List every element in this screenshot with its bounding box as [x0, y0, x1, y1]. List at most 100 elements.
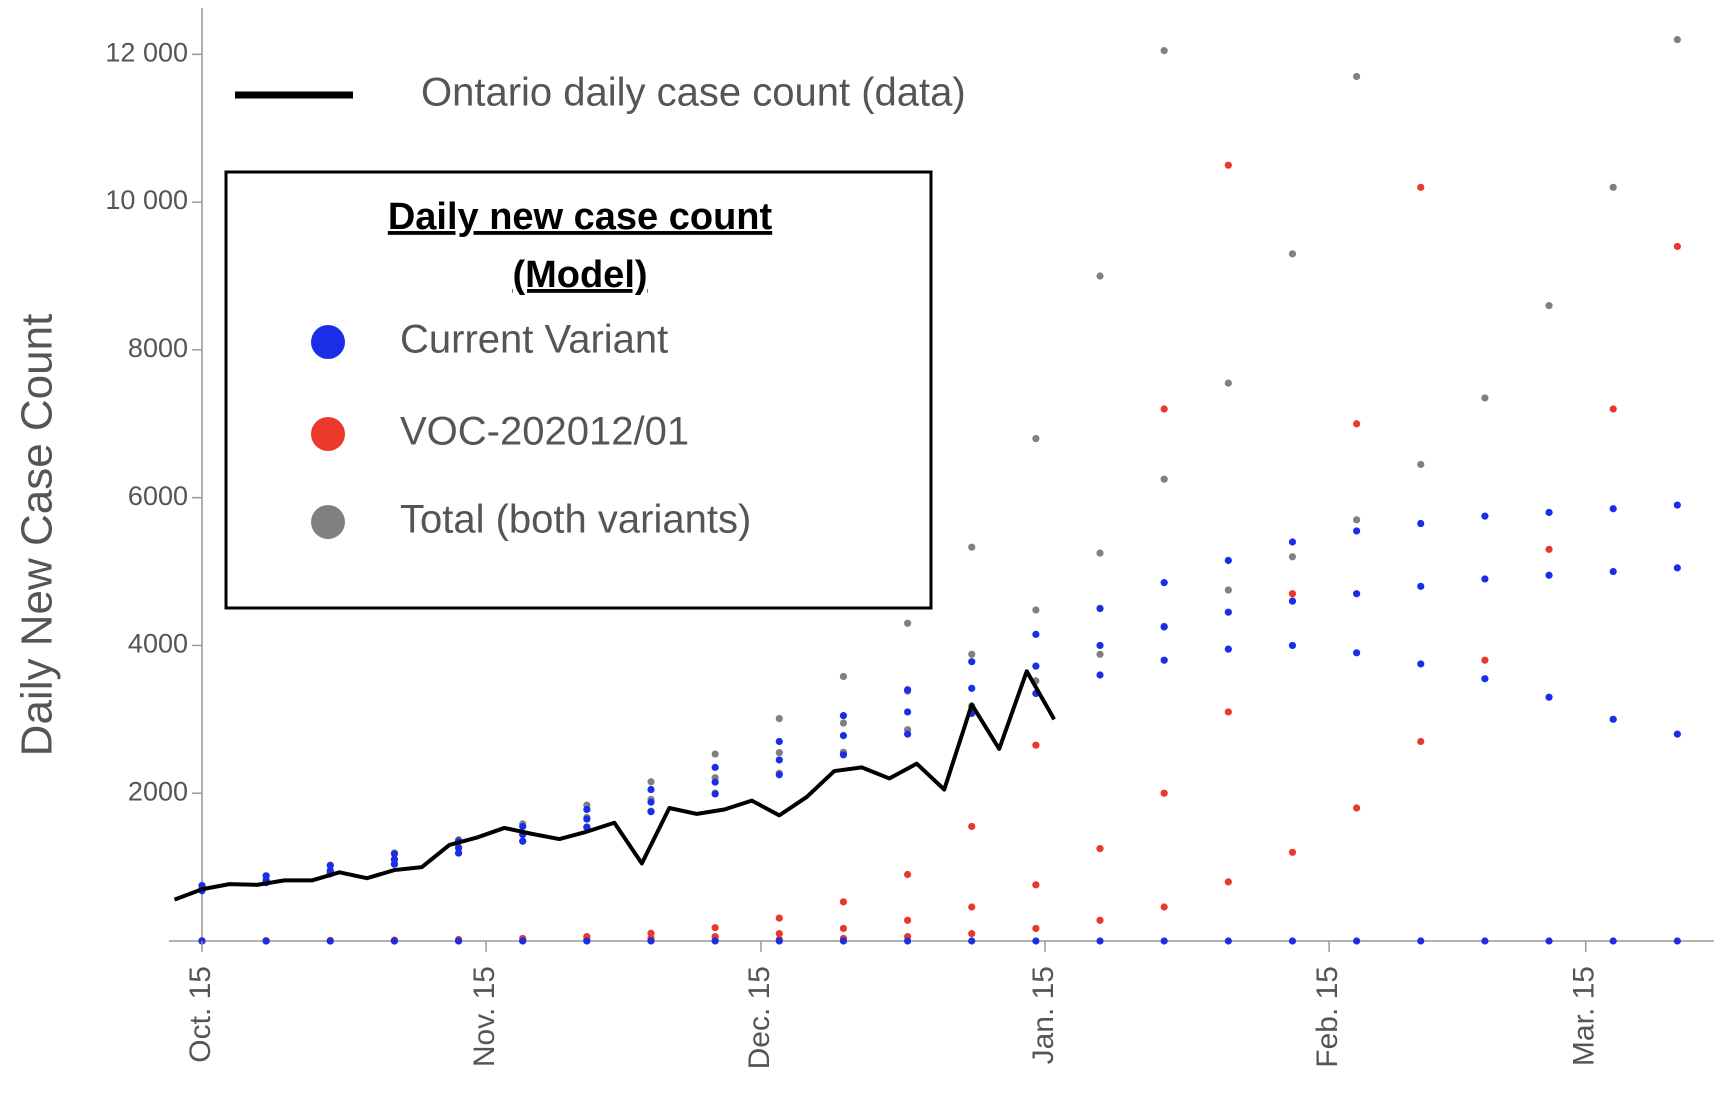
data-point — [1032, 434, 1040, 443]
data-point — [1673, 730, 1681, 738]
data-point — [903, 686, 912, 694]
data-point — [390, 860, 399, 868]
data-point — [326, 862, 334, 870]
data-point — [1288, 641, 1297, 650]
data-point — [1353, 804, 1361, 812]
data-point — [647, 798, 655, 806]
data-point — [775, 914, 783, 922]
data-point — [1417, 582, 1425, 590]
data-point — [1288, 848, 1297, 856]
data-point — [1096, 641, 1104, 650]
data-point — [1417, 460, 1425, 469]
y-tick-label: 6000 — [128, 481, 188, 511]
data-point — [1288, 590, 1297, 598]
data-point — [711, 924, 719, 932]
data-line — [173, 669, 1056, 902]
data-point — [262, 937, 270, 945]
data-point — [711, 937, 719, 945]
data-point — [390, 937, 399, 945]
data-point — [647, 929, 655, 937]
data-point — [1224, 937, 1232, 945]
data-point — [903, 916, 912, 924]
data-point — [1673, 937, 1681, 945]
data-point — [775, 930, 783, 938]
data-point — [390, 850, 399, 858]
data-point — [1032, 881, 1040, 889]
data-point — [1160, 579, 1168, 587]
legend-title: Daily new case count — [388, 196, 773, 238]
data-point — [1224, 708, 1232, 716]
data-point — [1673, 35, 1681, 44]
x-tick-label: Feb. 15 — [1311, 966, 1344, 1068]
data-point — [1609, 505, 1617, 513]
legend-label: Total (both variants) — [400, 498, 751, 542]
data-point — [839, 898, 848, 906]
data-point — [968, 930, 976, 938]
data-point — [519, 937, 527, 945]
data-point — [1673, 501, 1681, 509]
data-point — [968, 658, 976, 666]
y-tick-label: 12 000 — [105, 37, 188, 67]
data-point — [1417, 183, 1425, 191]
data-point — [1288, 250, 1297, 258]
data-point — [1160, 405, 1168, 413]
data-point — [968, 684, 976, 692]
data-point — [839, 719, 848, 727]
data-point — [1481, 675, 1489, 683]
data-point — [1096, 937, 1104, 945]
legend: Current Variant VOC-202012/01 Total (both … — [235, 71, 966, 542]
data-point — [1160, 903, 1168, 911]
data-point — [454, 937, 463, 945]
x-tick-label: Nov. 15 — [468, 966, 501, 1067]
data-point — [1545, 937, 1553, 945]
data-point — [1160, 47, 1168, 55]
data-point — [839, 937, 848, 945]
data-point — [1032, 606, 1040, 614]
data-point — [583, 805, 591, 814]
data-point — [1288, 553, 1297, 561]
y-tick-label: 4000 — [128, 629, 188, 659]
data-point — [1609, 937, 1617, 945]
y-tick-label: 8000 — [128, 333, 188, 363]
data-point — [1224, 161, 1232, 169]
x-tick-label: Dec. 15 — [743, 966, 776, 1069]
data-point — [1096, 671, 1104, 679]
data-point — [1545, 545, 1553, 553]
data-point — [1032, 741, 1040, 749]
data-point — [1096, 272, 1104, 280]
y-tick-label: 2000 — [128, 776, 188, 806]
legend-label: Current Variant — [400, 318, 668, 362]
legend-marker — [311, 325, 345, 359]
data-point — [454, 844, 463, 852]
data-point — [1096, 845, 1104, 853]
legend-marker — [311, 417, 345, 451]
data-point — [903, 937, 912, 945]
data-point — [326, 937, 334, 945]
data-point — [1096, 549, 1104, 557]
data-point — [968, 937, 976, 945]
data-point — [1160, 656, 1168, 664]
data-point — [711, 763, 719, 771]
data-point — [1481, 656, 1489, 664]
data-point — [1545, 571, 1553, 579]
data-point — [1417, 519, 1425, 528]
data-point — [903, 730, 912, 738]
data-point — [775, 771, 783, 779]
y-tick-label: 10 000 — [105, 185, 188, 215]
data-point — [647, 785, 655, 794]
data-point — [1032, 662, 1040, 670]
data-point — [775, 937, 783, 945]
data-point — [1160, 789, 1168, 797]
data-point — [1224, 608, 1232, 616]
data-point — [775, 756, 783, 764]
data-point — [1481, 512, 1489, 520]
data-point — [519, 822, 527, 831]
data-point — [1353, 516, 1361, 524]
data-point — [711, 778, 719, 786]
data-point — [1673, 564, 1681, 572]
data-point — [1353, 527, 1361, 535]
data-point — [903, 619, 912, 627]
data-point — [1096, 650, 1104, 658]
data-point — [839, 751, 848, 759]
